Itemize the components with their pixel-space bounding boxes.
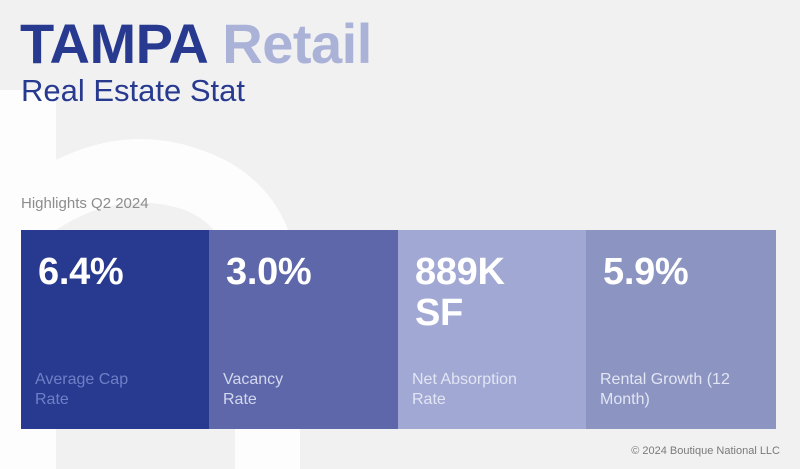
copyright-notice: © 2024 Boutique National LLC: [631, 445, 780, 457]
stat-label: Vacancy Rate: [223, 371, 284, 408]
stat-label: Net Absorption Rate: [412, 371, 517, 408]
page-title: TAMPA Retail: [20, 10, 372, 78]
stat-card-cap-rate: 6.4% Average Cap Rate: [21, 230, 209, 429]
title-city: TAMPA: [20, 12, 209, 75]
title-property-type: Retail: [222, 12, 372, 75]
stats-row: 6.4% Average Cap Rate 3.0% Vacancy Rate …: [21, 230, 776, 429]
stat-value: 3.0%: [226, 251, 312, 293]
page-subtitle: Real Estate Stat: [21, 73, 246, 108]
stat-value: 6.4%: [38, 251, 124, 293]
period-label: Highlights Q2 2024: [21, 195, 149, 212]
stat-card-net-absorption: 889K SF Net Absorption Rate: [398, 230, 586, 429]
stat-value: 5.9%: [603, 251, 689, 293]
stat-label: Average Cap Rate: [35, 371, 129, 408]
stat-card-rental-growth: 5.9% Rental Growth (12 Month): [586, 230, 776, 429]
stat-value: 889K SF: [415, 251, 505, 334]
stat-card-vacancy: 3.0% Vacancy Rate: [209, 230, 398, 429]
stat-label: Rental Growth (12 Month): [600, 371, 730, 408]
